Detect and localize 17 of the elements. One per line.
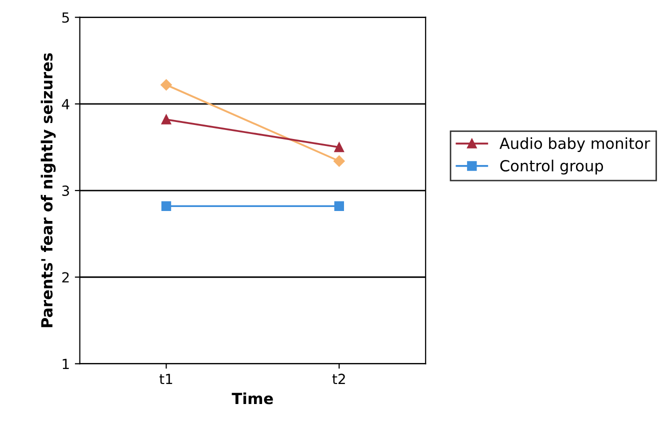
y-tick-label: 4 <box>62 99 70 110</box>
point <box>334 155 345 167</box>
x-tick-label: t1 <box>159 374 172 384</box>
y-tick-label: 3 <box>62 185 69 196</box>
point <box>160 79 172 90</box>
legend-label: Control group <box>500 160 604 174</box>
y-tick-label: 5 <box>62 12 69 23</box>
y-tick-label: 2 <box>62 272 69 282</box>
point <box>161 201 172 211</box>
legend-label: Audio baby monitor <box>500 137 650 152</box>
point <box>161 114 172 124</box>
x-tick-label: t2 <box>332 374 345 384</box>
x-axis-title: Time <box>232 392 273 404</box>
point <box>334 201 344 211</box>
point <box>334 142 344 152</box>
y-axis-title: Parents' fear of nightly seizures <box>40 53 56 328</box>
y-tick-label: 1 <box>62 358 69 369</box>
